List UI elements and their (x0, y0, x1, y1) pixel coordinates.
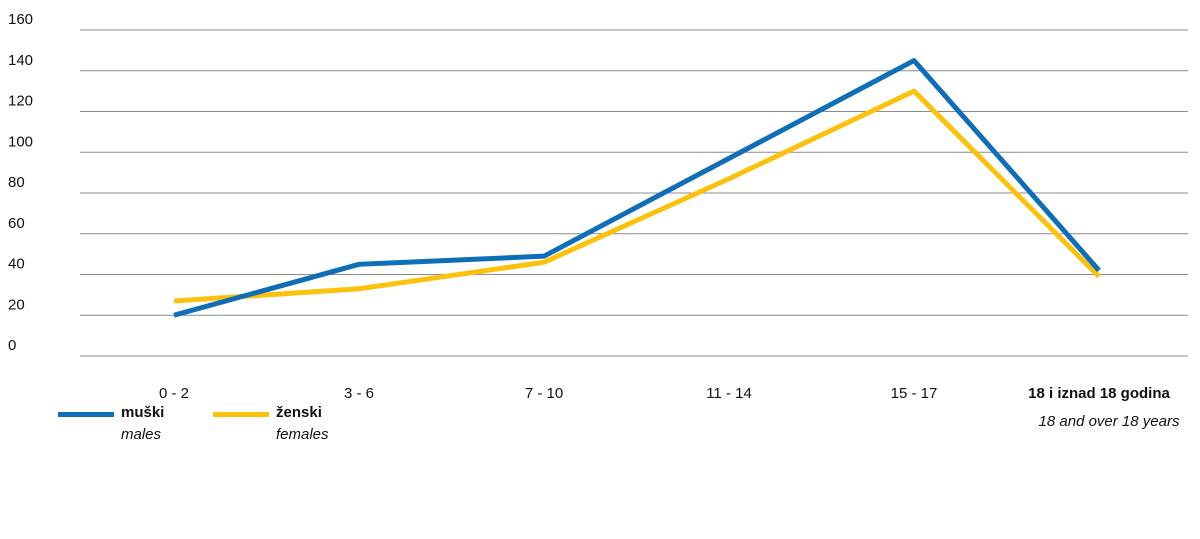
x-tick-label: 7 - 10 (525, 385, 563, 402)
y-tick-label: 40 (8, 256, 25, 273)
y-tick-label: 80 (8, 174, 25, 191)
y-tick-label: 160 (8, 11, 33, 28)
legend-swatch-males (58, 412, 114, 417)
y-axis-ticks: 0 20 40 60 80 100 120 140 160 (8, 11, 33, 354)
x-tick-label: 3 - 6 (344, 385, 374, 402)
legend-sublabel-males: males (121, 426, 162, 443)
x-tick-label: 18 i iznad 18 godina (1028, 385, 1170, 402)
series-lines (173, 58, 1101, 318)
x-axis-ticks: 0 - 2 3 - 6 7 - 10 11 - 14 15 - 17 18 i iznad… (159, 385, 1180, 430)
y-tick-label: 100 (8, 133, 33, 150)
gridlines (80, 29, 1188, 357)
legend: muški males ženski females (0, 404, 1200, 484)
x-tick-sublabel: 18 and over 18 years (1039, 413, 1180, 430)
series-line-females (173, 88, 1101, 304)
series-line-males (173, 58, 1101, 318)
legend-swatch-females (213, 412, 269, 417)
y-tick-label: 120 (8, 93, 33, 110)
x-tick-label: 15 - 17 (891, 385, 938, 402)
y-tick-label: 140 (8, 52, 33, 69)
y-tick-label: 20 (8, 296, 25, 313)
x-tick-label: 11 - 14 (706, 385, 752, 402)
legend-label-females: ženski (276, 404, 322, 421)
legend-label-males: muški (121, 404, 165, 421)
legend-sublabel-females: females (276, 426, 329, 443)
y-tick-label: 60 (8, 215, 25, 232)
x-tick-label: 0 - 2 (159, 385, 189, 402)
y-tick-label: 0 (8, 337, 16, 354)
